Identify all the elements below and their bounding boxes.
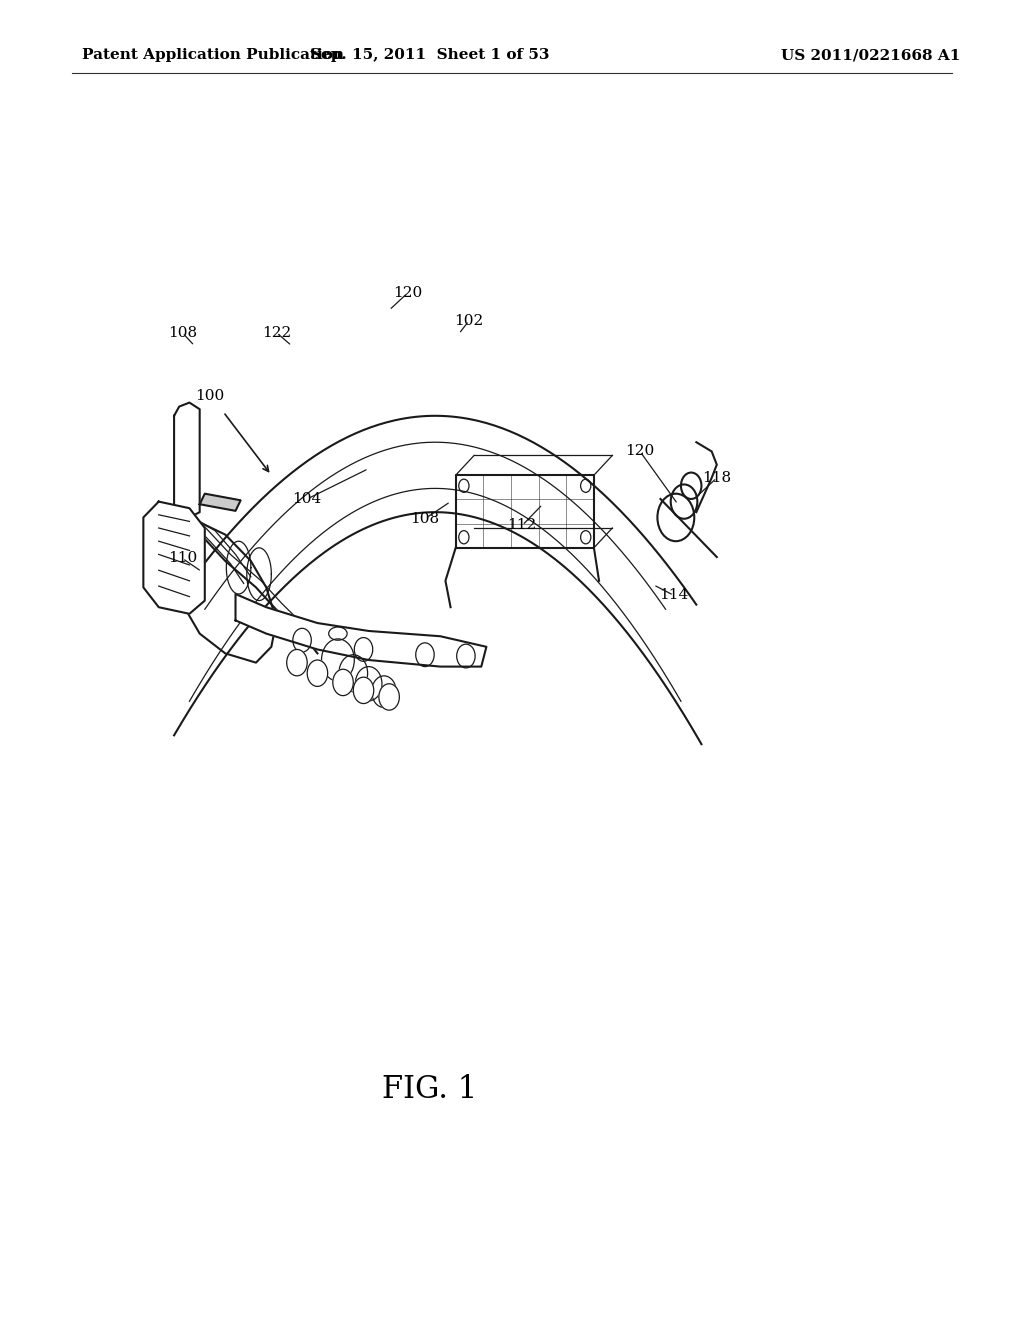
Text: 114: 114 bbox=[659, 589, 688, 602]
Text: 100: 100 bbox=[196, 389, 224, 403]
Text: 110: 110 bbox=[168, 552, 197, 565]
Polygon shape bbox=[200, 494, 241, 511]
Text: 102: 102 bbox=[455, 314, 483, 327]
Text: FIG. 1: FIG. 1 bbox=[382, 1073, 478, 1105]
Text: 108: 108 bbox=[411, 512, 439, 525]
Circle shape bbox=[353, 677, 374, 704]
Circle shape bbox=[333, 669, 353, 696]
Circle shape bbox=[379, 684, 399, 710]
Text: 120: 120 bbox=[626, 445, 654, 458]
Circle shape bbox=[287, 649, 307, 676]
Polygon shape bbox=[143, 502, 205, 614]
Text: Patent Application Publication: Patent Application Publication bbox=[82, 49, 344, 62]
Text: 122: 122 bbox=[262, 326, 291, 339]
Text: 120: 120 bbox=[393, 286, 422, 300]
Text: 104: 104 bbox=[293, 492, 322, 506]
Text: Sep. 15, 2011  Sheet 1 of 53: Sep. 15, 2011 Sheet 1 of 53 bbox=[310, 49, 550, 62]
Text: 112: 112 bbox=[508, 519, 537, 532]
Text: 118: 118 bbox=[702, 471, 731, 484]
Text: US 2011/0221668 A1: US 2011/0221668 A1 bbox=[780, 49, 961, 62]
Text: 108: 108 bbox=[168, 326, 197, 339]
Circle shape bbox=[307, 660, 328, 686]
Polygon shape bbox=[236, 594, 486, 667]
